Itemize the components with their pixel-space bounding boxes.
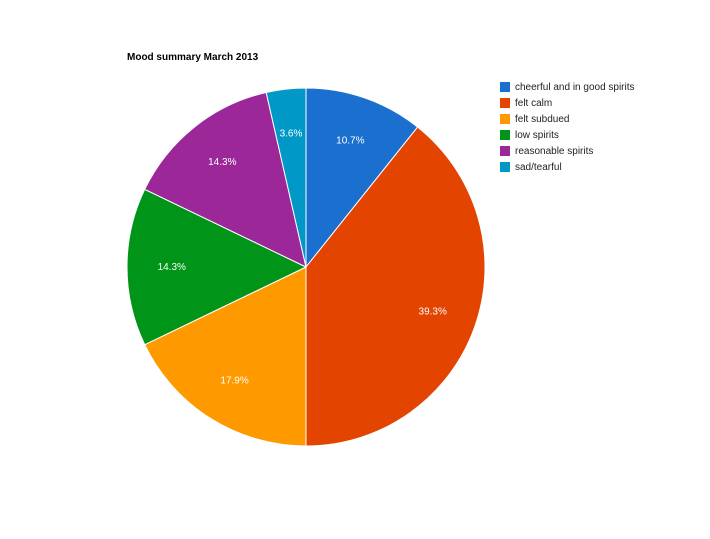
legend-item[interactable]: felt subdued [500, 111, 635, 127]
legend-label: felt calm [515, 97, 553, 109]
slice-percent-label: 10.7% [336, 135, 364, 146]
slice-percent-label: 17.9% [220, 376, 248, 387]
legend-swatch [500, 162, 510, 172]
slice-percent-label: 3.6% [280, 129, 303, 140]
legend-item[interactable]: reasonable spirits [500, 143, 635, 159]
legend-swatch [500, 130, 510, 140]
legend-item[interactable]: felt calm [500, 95, 635, 111]
pie-slice-low-spirits[interactable] [126, 188, 308, 346]
pie-slice-felt-subdued[interactable] [144, 266, 307, 447]
legend-item[interactable]: low spirits [500, 127, 635, 143]
legend-swatch [500, 98, 510, 108]
legend: cheerful and in good spirits felt calm fel… [500, 79, 635, 175]
legend-swatch [500, 82, 510, 92]
pie-slice-sad-tearful[interactable] [265, 87, 307, 268]
chart-title: Mood summary March 2013 [127, 52, 259, 63]
legend-swatch [500, 114, 510, 124]
legend-item[interactable]: sad/tearful [500, 159, 635, 175]
slice-percent-label: 39.3% [419, 306, 447, 317]
pie-slice-felt-calm[interactable] [305, 126, 486, 447]
legend-label: cheerful and in good spirits [515, 81, 635, 93]
pie-slice-cheerful-and-in-good-spirits[interactable] [305, 87, 419, 269]
slice-percent-label: 14.3% [158, 262, 186, 273]
legend-label: low spirits [515, 129, 559, 141]
legend-swatch [500, 146, 510, 156]
legend-label: felt subdued [515, 113, 570, 125]
legend-label: reasonable spirits [515, 145, 594, 157]
pie-slice-reasonable-spirits[interactable] [144, 91, 307, 268]
legend-label: sad/tearful [515, 161, 562, 173]
legend-item[interactable]: cheerful and in good spirits [500, 79, 635, 95]
slice-percent-label: 14.3% [208, 157, 236, 168]
